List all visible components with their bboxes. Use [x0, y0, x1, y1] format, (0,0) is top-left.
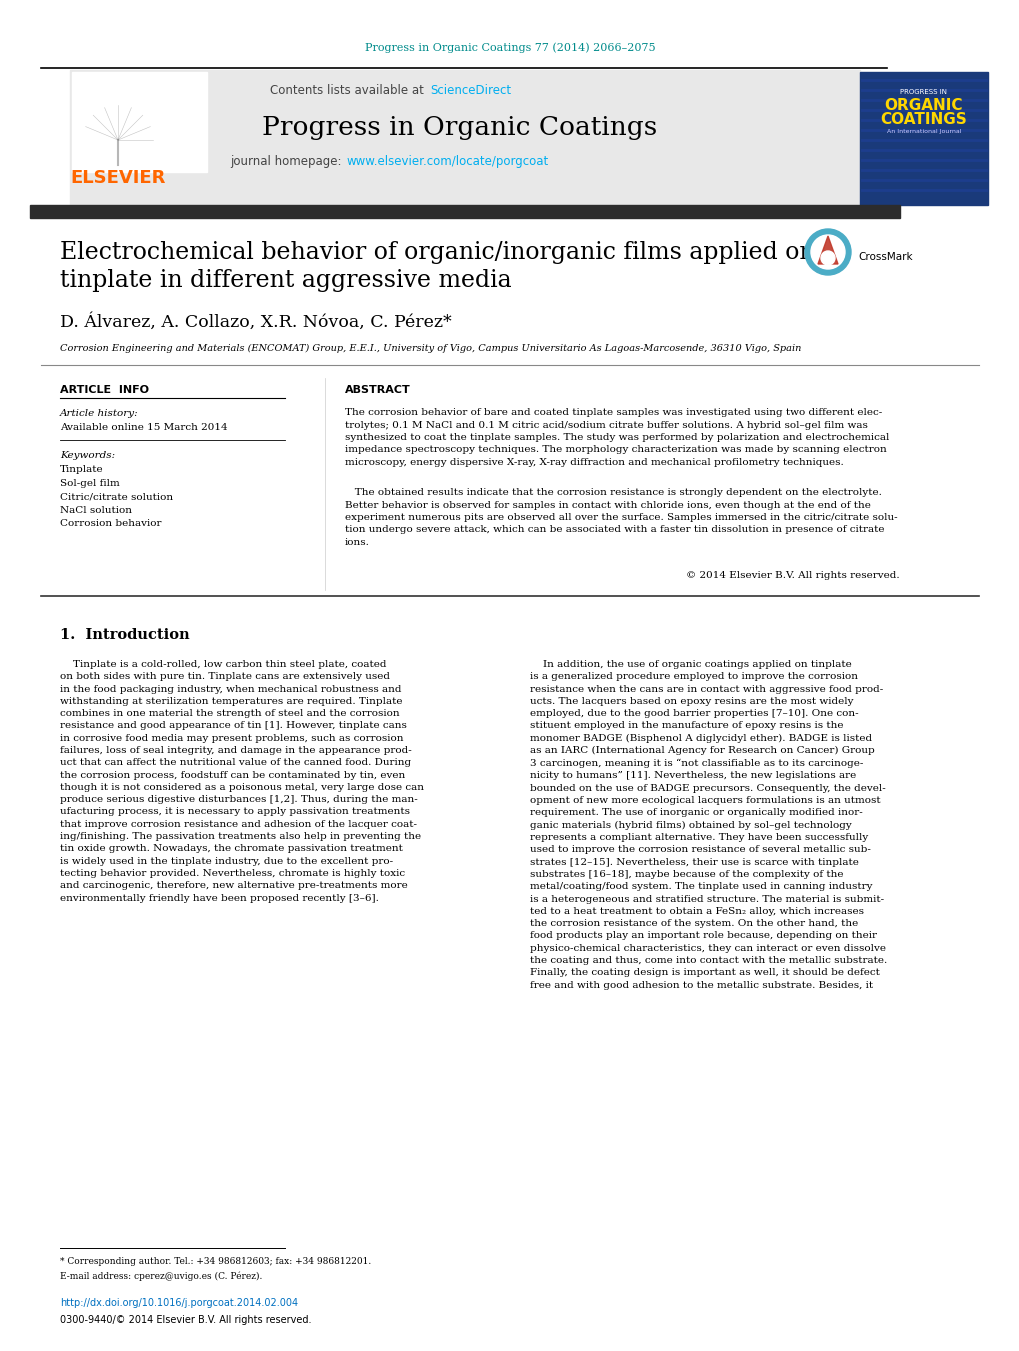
Text: * Corresponding author. Tel.: +34 986812603; fax: +34 986812201.: * Corresponding author. Tel.: +34 986812… [60, 1258, 371, 1266]
Text: 0300-9440/© 2014 Elsevier B.V. All rights reserved.: 0300-9440/© 2014 Elsevier B.V. All right… [60, 1315, 311, 1325]
Text: D. Álvarez, A. Collazo, X.R. Nóvoa, C. Pérez*: D. Álvarez, A. Collazo, X.R. Nóvoa, C. P… [60, 313, 451, 331]
Text: ORGANIC: ORGANIC [883, 99, 962, 113]
Bar [859, 72, 987, 205]
Bar [72, 72, 207, 172]
Circle shape [810, 235, 844, 269]
Text: tinplate in different aggressive media: tinplate in different aggressive media [60, 269, 512, 293]
Bar [70, 70, 859, 205]
Text: ELSEVIER: ELSEVIER [70, 169, 165, 186]
Text: The corrosion behavior of bare and coated tinplate samples was investigated usin: The corrosion behavior of bare and coate… [344, 408, 889, 467]
Text: PROGRESS IN: PROGRESS IN [900, 89, 947, 95]
Text: NaCl solution: NaCl solution [60, 507, 131, 515]
Bar [30, 205, 899, 218]
Text: 1.  Introduction: 1. Introduction [60, 628, 190, 642]
Text: Sol-gel film: Sol-gel film [60, 480, 119, 488]
Text: Citric/citrate solution: Citric/citrate solution [60, 493, 173, 501]
Text: CrossMark: CrossMark [857, 253, 912, 262]
Text: COATINGS: COATINGS [879, 112, 966, 127]
Text: ScienceDirect: ScienceDirect [430, 84, 511, 96]
Text: An International Journal: An International Journal [886, 130, 960, 135]
Text: ARTICLE  INFO: ARTICLE INFO [60, 385, 149, 394]
Text: Tinplate is a cold-rolled, low carbon thin steel plate, coated
on both sides wit: Tinplate is a cold-rolled, low carbon th… [60, 661, 424, 902]
Circle shape [820, 251, 835, 265]
Text: ABSTRACT: ABSTRACT [344, 385, 411, 394]
Text: © 2014 Elsevier B.V. All rights reserved.: © 2014 Elsevier B.V. All rights reserved… [686, 570, 899, 580]
Text: Available online 15 March 2014: Available online 15 March 2014 [60, 423, 227, 431]
Text: Corrosion Engineering and Materials (ENCOMAT) Group, E.E.I., University of Vigo,: Corrosion Engineering and Materials (ENC… [60, 343, 801, 353]
Polygon shape [817, 236, 838, 263]
Text: Progress in Organic Coatings 77 (2014) 2066–2075: Progress in Organic Coatings 77 (2014) 2… [365, 43, 654, 53]
Circle shape [804, 230, 850, 276]
Text: Keywords:: Keywords: [60, 451, 115, 461]
Text: Tinplate: Tinplate [60, 466, 104, 474]
Text: The obtained results indicate that the corrosion resistance is strongly dependen: The obtained results indicate that the c… [344, 488, 897, 547]
Text: Progress in Organic Coatings: Progress in Organic Coatings [262, 115, 657, 141]
Text: www.elsevier.com/locate/porgcoat: www.elsevier.com/locate/porgcoat [346, 155, 548, 169]
Text: Electrochemical behavior of organic/inorganic films applied on: Electrochemical behavior of organic/inor… [60, 240, 814, 263]
Text: In addition, the use of organic coatings applied on tinplate
is a generalized pr: In addition, the use of organic coatings… [530, 661, 887, 989]
Text: E-mail address: cperez@uvigo.es (C. Pérez).: E-mail address: cperez@uvigo.es (C. Pére… [60, 1271, 262, 1281]
Text: Article history:: Article history: [60, 408, 139, 417]
Text: http://dx.doi.org/10.1016/j.porgcoat.2014.02.004: http://dx.doi.org/10.1016/j.porgcoat.201… [60, 1298, 298, 1308]
Text: Contents lists available at: Contents lists available at [270, 84, 428, 96]
Text: Corrosion behavior: Corrosion behavior [60, 520, 161, 528]
Text: journal homepage:: journal homepage: [229, 155, 344, 169]
